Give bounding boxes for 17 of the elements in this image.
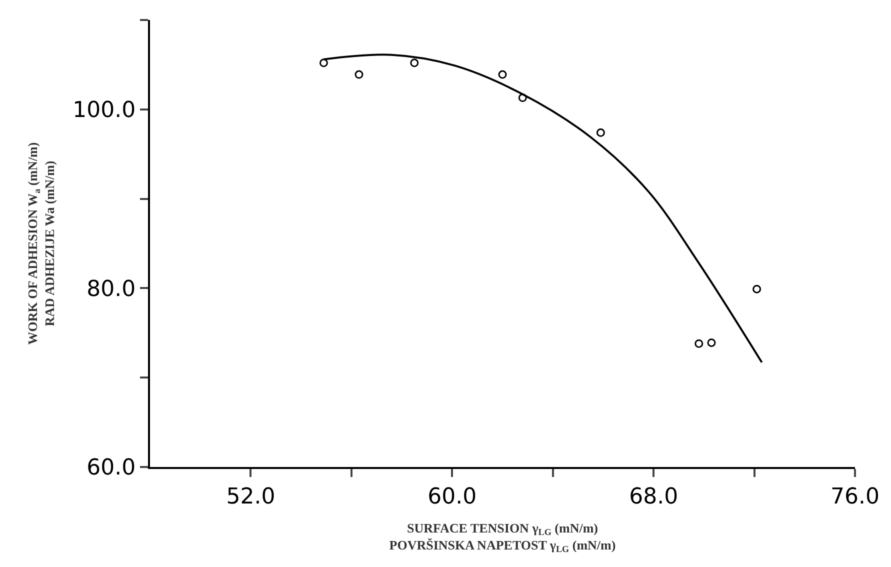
point xyxy=(596,128,605,137)
point xyxy=(354,70,364,79)
x-axis-title: SURFACE TENSION γ$_{LG}$ (mN/m) POVRŠINSKA NAPETOST γ$_{LG}$ (mN/m) xyxy=(389,520,616,554)
point xyxy=(694,339,704,348)
x-tick-label: 60.0 xyxy=(428,484,477,510)
x-tick-label: 68.0 xyxy=(629,484,678,510)
point xyxy=(707,338,716,347)
x-tick-label: 76.0 xyxy=(830,484,880,510)
point xyxy=(410,58,419,68)
point xyxy=(752,284,762,294)
point xyxy=(319,58,328,68)
y-tick-label: 80.0 xyxy=(86,276,136,302)
x-tick-label: 52.0 xyxy=(226,484,276,510)
y-tick-label: 100.0 xyxy=(72,98,136,124)
point xyxy=(518,94,527,102)
point xyxy=(498,70,507,79)
y-tick-label: 60.0 xyxy=(86,456,136,481)
